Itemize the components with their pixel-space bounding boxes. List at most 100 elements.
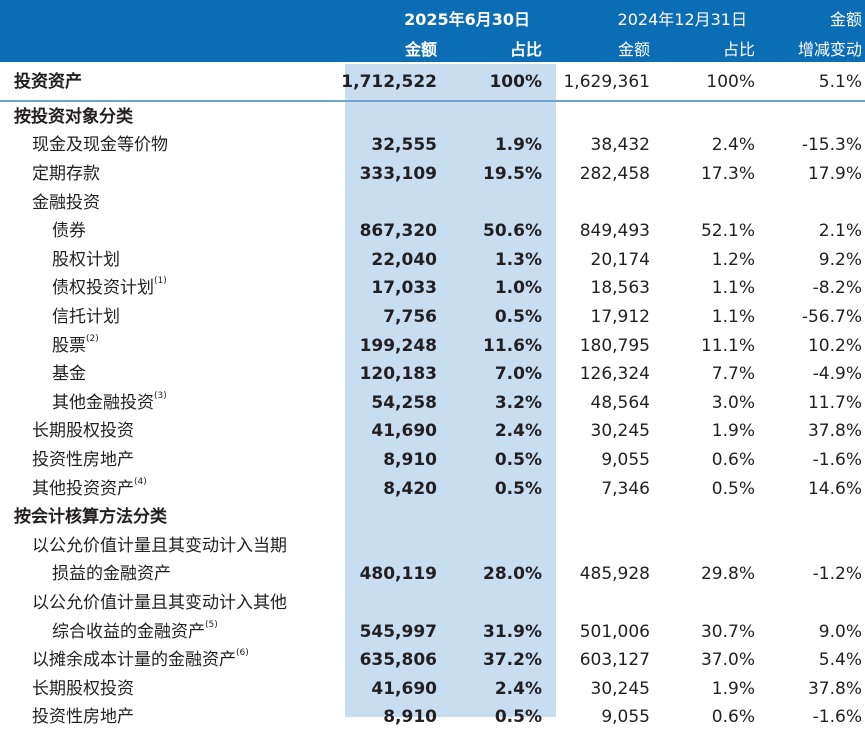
amount-2024: 7,346 [601, 478, 650, 499]
amount-2024: 501,006 [579, 621, 650, 642]
ratio-2024: 29.8% [700, 564, 755, 585]
ratio-2024: 30.7% [700, 621, 755, 642]
row-label-text: 长期股权投资 [32, 678, 134, 699]
amount-change: -1.6% [812, 449, 862, 470]
amount-2024: 9,055 [601, 449, 650, 470]
footnote-marker: (5) [205, 619, 218, 630]
row-label-text: 以摊余成本计量的金融资产 [32, 650, 236, 671]
table-row: 债权投资计划(1) 17,033 1.0% 18,563 1.1% -8.2% [0, 274, 865, 303]
amount-2025: 8,910 [383, 707, 437, 728]
row-label-text: 基金 [52, 364, 86, 385]
ratio-2025: 2.4% [494, 678, 542, 699]
row-label-text: 投资性房地产 [32, 707, 134, 728]
row-label-text: 股权计划 [52, 249, 120, 270]
amount-2025: 22,040 [371, 249, 437, 270]
ratio-2024: 1.9% [711, 421, 755, 442]
amount-change: 11.7% [807, 392, 862, 413]
row-label-text: 信托计划 [52, 306, 120, 327]
row-label-text: 以公允价值计量且其变动计入当期 [32, 535, 287, 556]
ratio-2024: 0.5% [711, 478, 755, 499]
header-period-2024: 2024年12月31日 [617, 10, 747, 29]
row-label-text: 长期股权投资 [32, 421, 134, 442]
amount-change: 2.1% [818, 221, 862, 242]
amount-2025: 199,248 [359, 335, 437, 356]
row-label-text: 按投资对象分类 [14, 106, 133, 127]
row-label-text: 债权投资计划 [52, 278, 154, 299]
row-label-text: 股票 [52, 335, 86, 356]
row-label-text: 定期存款 [32, 163, 100, 184]
row-label: 股票(2) [52, 332, 99, 361]
ratio-2024: 17.3% [700, 163, 755, 184]
amount-2024: 282,458 [579, 163, 650, 184]
table-row: 债券 867,320 50.6% 849,493 52.1% 2.1% [0, 217, 865, 246]
amount-change: 14.6% [807, 478, 862, 499]
amount-2025: 120,183 [359, 364, 437, 385]
total-row: 投资资产 1,712,522 100% 1,629,361 100% 5.1% [0, 64, 865, 102]
row-label-text: 按会计核算方法分类 [14, 507, 167, 528]
ratio-2025: 50.6% [483, 221, 542, 242]
amount-change: -1.6% [812, 707, 862, 728]
table-row: 以公允价值计量且其变动计入当期 [0, 532, 865, 561]
ratio-2025: 28.0% [483, 564, 542, 585]
amount-2025: 480,119 [359, 564, 437, 585]
amount-2025: 635,806 [359, 650, 437, 671]
amount-change: 17.9% [807, 163, 862, 184]
row-label: 基金 [52, 360, 86, 389]
table-row: 长期股权投资 41,690 2.4% 30,245 1.9% 37.8% [0, 675, 865, 704]
row-label-text: 损益的金融资产 [52, 564, 171, 585]
amount-2025: 8,420 [383, 478, 437, 499]
ratio-2024: 1.1% [711, 306, 755, 327]
row-label: 债券 [52, 217, 86, 246]
amount-2024: 9,055 [601, 707, 650, 728]
row-label: 定期存款 [32, 160, 100, 189]
ratio-2025: 1.9% [494, 135, 542, 156]
row-label: 信托计划 [52, 303, 120, 332]
header-ratio-2024: 占比 [722, 40, 755, 59]
amount-change: 5.1% [818, 72, 862, 92]
amount-2024: 126,324 [579, 364, 650, 385]
table-row: 股权计划 22,040 1.3% 20,174 1.2% 9.2% [0, 246, 865, 275]
amount-2024: 603,127 [579, 650, 650, 671]
row-label-text: 投资性房地产 [32, 449, 134, 470]
row-label-text: 现金及现金等价物 [32, 135, 168, 156]
amount-change: 9.2% [818, 249, 862, 270]
ratio-2024: 11.1% [700, 335, 755, 356]
row-label: 以摊余成本计量的金融资产(6) [32, 646, 249, 675]
row-label: 股权计划 [52, 246, 120, 275]
amount-2025: 54,258 [371, 392, 437, 413]
table-row: 长期股权投资 41,690 2.4% 30,245 1.9% 37.8% [0, 417, 865, 446]
table-row: 金融投资 [0, 189, 865, 218]
row-label: 其他金融投资(3) [52, 389, 167, 418]
ratio-2025: 11.6% [483, 335, 542, 356]
ratio-2024: 1.2% [711, 249, 755, 270]
row-label: 其他投资资产(4) [32, 475, 147, 504]
header-ratio-2025: 占比 [509, 40, 542, 59]
ratio-2025: 100% [489, 72, 542, 92]
table-row: 以公允价值计量且其变动计入其他 [0, 589, 865, 618]
row-label-text: 其他投资资产 [32, 478, 134, 499]
highlighted-column-2025 [345, 64, 556, 717]
table-row: 以摊余成本计量的金融资产(6) 635,806 37.2% 603,127 37.0% 5… [0, 646, 865, 675]
footnote-marker: (6) [236, 648, 249, 659]
table-row: 其他投资资产(4) 8,420 0.5% 7,346 0.5% 14.6% [0, 475, 865, 504]
ratio-2024: 2.4% [711, 135, 755, 156]
amount-change: 10.2% [807, 335, 862, 356]
ratio-2025: 37.2% [483, 650, 542, 671]
ratio-2024: 0.6% [711, 707, 755, 728]
row-label: 投资资产 [14, 72, 82, 92]
ratio-2024: 3.0% [711, 392, 755, 413]
footnote-marker: (3) [154, 390, 167, 401]
header-change-top: 金额 [829, 10, 862, 29]
footnote-marker: (4) [134, 476, 147, 487]
row-label: 综合收益的金融资产(5) [52, 618, 218, 647]
amount-2025: 7,756 [383, 306, 437, 327]
ratio-2024: 100% [706, 72, 755, 92]
row-label: 以公允价值计量且其变动计入当期 [32, 532, 287, 561]
ratio-2025: 7.0% [494, 364, 542, 385]
amount-2025: 41,690 [371, 678, 437, 699]
ratio-2025: 0.5% [494, 478, 542, 499]
table-row: 按会计核算方法分类 [0, 503, 865, 532]
amount-2024: 485,928 [579, 564, 650, 585]
row-label: 投资性房地产 [32, 446, 134, 475]
amount-change: -1.2% [812, 564, 862, 585]
